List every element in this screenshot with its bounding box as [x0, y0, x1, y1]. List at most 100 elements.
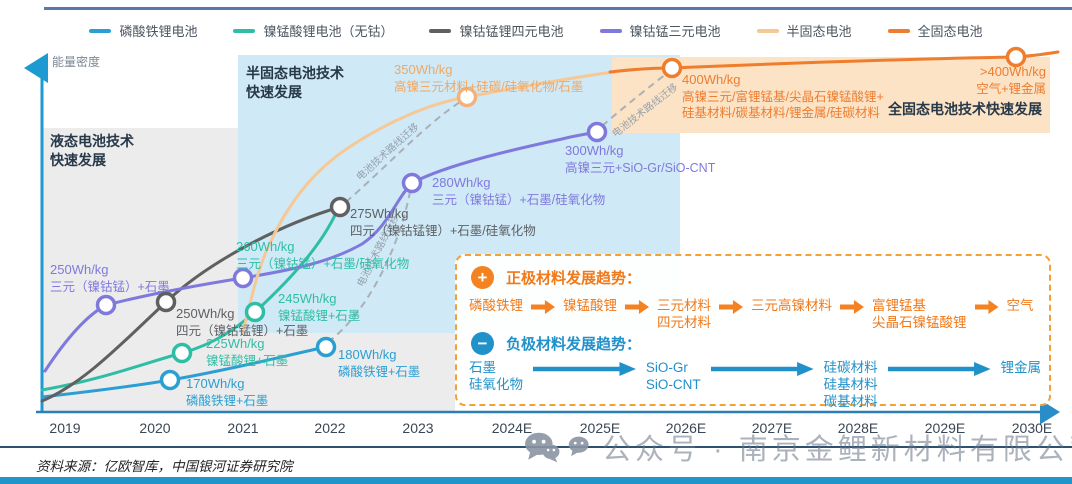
migration-line-3: [601, 73, 667, 127]
legend-label: 镍钴锰三元电池: [629, 24, 721, 39]
x-tick-2023: 2023: [402, 420, 434, 436]
arrow-right-icon: [710, 362, 814, 376]
x-tick-2022: 2022: [314, 420, 346, 436]
cathode-step: 空气: [1006, 298, 1034, 313]
material-trends-box: + 正极材料发展趋势： 磷酸铁锂 镍锰酸锂 三元材料 四元材料 三元高镍材料 富…: [455, 254, 1051, 409]
arrow-right-icon: [625, 300, 649, 314]
cathode-step: 富锂锰基 尖晶石镍锰酸锂: [872, 298, 967, 330]
minus-icon: −: [471, 332, 494, 355]
data-point-marker: [401, 172, 423, 194]
legend-item-ncm: 镍钴锰三元电池: [599, 21, 721, 40]
legend-label: 镍钴锰锂四元电池: [459, 24, 564, 39]
legend-dash-icon: [429, 28, 452, 33]
plus-icon: +: [471, 266, 494, 289]
data-point-marker: [232, 267, 254, 289]
legend-item-all-solid: 全固态电池: [887, 21, 983, 40]
legend-dash-icon: [887, 28, 910, 33]
series-all-solid-line: [608, 50, 1060, 74]
annotation-400whkg: 400Wh/kg 高镍三元/富锂锰基/尖晶石镍锰酸锂+ 硅基材料/碳基材料/锂金…: [682, 72, 884, 121]
arrow-right-icon: [840, 300, 864, 314]
data-point-markers: [95, 46, 1027, 391]
annotation-280whkg: 280Wh/kg 三元（镍钴锰）+石墨/硅氧化物: [432, 175, 606, 207]
x-tick-2025e: 2025E: [579, 420, 621, 436]
data-point-marker: [586, 121, 608, 143]
cathode-step: 三元材料 四元材料: [657, 298, 711, 330]
cathode-trend-chain: 磷酸铁锂 镍锰酸锂 三元材料 四元材料 三元高镍材料 富锂锰基 尖晶石镍锰酸锂 …: [469, 298, 1041, 332]
annotation-300whkg: 300Wh/kg 高镍三元+SiO-Gr/SiO-CNT: [565, 143, 716, 175]
arrow-right-icon: [533, 362, 636, 376]
legend-label: 镍锰酸锂电池（无钴）: [263, 24, 394, 39]
data-point-marker: [1005, 46, 1027, 68]
arrow-right-icon: [887, 362, 991, 376]
cathode-trend-header: + 正极材料发展趋势：: [471, 266, 641, 289]
anode-trend-chain: 石墨 硅氧化物 SiO-Gr SiO-CNT 硅碳材料 硅基材料 碳基材料 锂金…: [469, 360, 1041, 411]
data-point-marker: [329, 196, 351, 218]
legend-label: 全固态电池: [917, 24, 983, 39]
cathode-step: 三元高镍材料: [751, 298, 832, 313]
wechat-icon: [525, 432, 560, 463]
region-label-liquid: 液态电池技术 快速发展: [50, 133, 134, 168]
watermark: 公众号 · 南京金鲤新材料有限公司: [524, 426, 1072, 468]
x-tick-2027e: 2027E: [751, 420, 793, 436]
arrow-right-icon: [531, 300, 555, 314]
x-tick-2021: 2021: [227, 420, 259, 436]
data-point-marker: [171, 342, 193, 364]
data-point-marker: [661, 57, 683, 79]
top-border-line: [44, 7, 1072, 10]
legend-label: 半固态电池: [786, 24, 852, 39]
annotation-250whkg-quaternary: 250Wh/kg 四元（镍钴锰锂）+石墨: [176, 306, 309, 338]
x-tick-2026e: 2026E: [665, 420, 707, 436]
x-tick-2020: 2020: [139, 420, 171, 436]
arrow-right-icon: [719, 300, 743, 314]
annotation-180whkg: 180Wh/kg 磷酸铁锂+石墨: [338, 347, 421, 379]
legend-dash-icon: [233, 28, 256, 33]
chart-legend: 磷酸铁锂电池 镍锰酸锂电池（无钴） 镍钴锰锂四元电池 镍钴锰三元电池 半固态电池…: [0, 21, 1072, 40]
anode-step: 锂金属: [1000, 360, 1042, 375]
region-label-all-solid: 全固态电池技术快速发展: [888, 101, 1042, 117]
x-tick-2029e: 2029E: [924, 420, 966, 436]
legend-item-lnmo: 镍锰酸锂电池（无钴）: [233, 21, 393, 40]
cathode-step: 磷酸铁锂: [469, 298, 523, 313]
series-semi-solid-line: [241, 70, 616, 334]
anode-trend-header: − 负极材料发展趋势：: [471, 332, 641, 355]
legend-item-semi-solid: 半固态电池: [756, 21, 852, 40]
legend-dash-icon: [599, 28, 622, 33]
data-point-marker: [95, 294, 117, 316]
data-point-marker: [315, 336, 337, 358]
bottom-border-bar: [0, 477, 1072, 484]
annotation-250whkg-ncm: 250Wh/kg 三元（镍钴锰）+石墨: [50, 262, 170, 294]
legend-item-quaternary: 镍钴锰锂四元电池: [429, 21, 564, 40]
annotation-gt400whkg: >400Wh/kg 空气+锂金属: [976, 64, 1046, 96]
anode-step: 硅碳材料 硅基材料 碳基材料: [823, 360, 878, 409]
y-axis-label: 能量密度: [52, 55, 101, 69]
legend-dash-icon: [756, 28, 779, 33]
region-label-semi-solid: 半固态电池技术 快速发展: [246, 65, 344, 100]
annotation-245whkg: 245Wh/kg 镍锰酸锂+石墨: [278, 291, 361, 323]
anode-step: 石墨 硅氧化物: [469, 360, 523, 392]
anode-trend-title: 负极材料发展趋势：: [506, 336, 642, 353]
annotation-170whkg: 170Wh/kg 磷酸铁锂+石墨: [186, 376, 269, 408]
cathode-step: 镍锰酸锂: [563, 298, 617, 313]
x-tick-2019: 2019: [49, 420, 81, 436]
migration-line-2: [345, 101, 461, 203]
annotation-350whkg: 350Wh/kg 高镍三元材料+硅碳/硅氧化物/石墨: [394, 62, 584, 94]
legend-label: 磷酸铁锂电池: [119, 24, 198, 39]
migration-line-1: [327, 191, 411, 343]
data-point-marker: [155, 291, 177, 313]
wechat-icon: [568, 436, 589, 457]
region-all-solid-battery: [612, 57, 1050, 133]
legend-dash-icon: [89, 28, 112, 33]
annotation-260whkg: 260Wh/kg 三元（镍钴锰）+石墨/硅氧化物: [236, 239, 410, 271]
data-point-marker: [456, 86, 478, 108]
data-point-marker: [159, 369, 181, 391]
watermark-text: 公众号 · 南京金鲤新材料有限公司: [602, 434, 1072, 466]
source-note: 资料来源：亿欧智库，中国银河证券研究院: [36, 459, 293, 474]
anode-step: SiO-Gr SiO-CNT: [645, 360, 701, 392]
data-point-marker: [244, 301, 266, 323]
cathode-trend-title: 正极材料发展趋势：: [506, 270, 642, 287]
x-tick-2028e: 2028E: [837, 420, 879, 436]
arrow-right-icon: [974, 300, 999, 314]
annotation-225whkg: 225Wh/kg 镍锰酸锂+石墨: [206, 336, 289, 368]
